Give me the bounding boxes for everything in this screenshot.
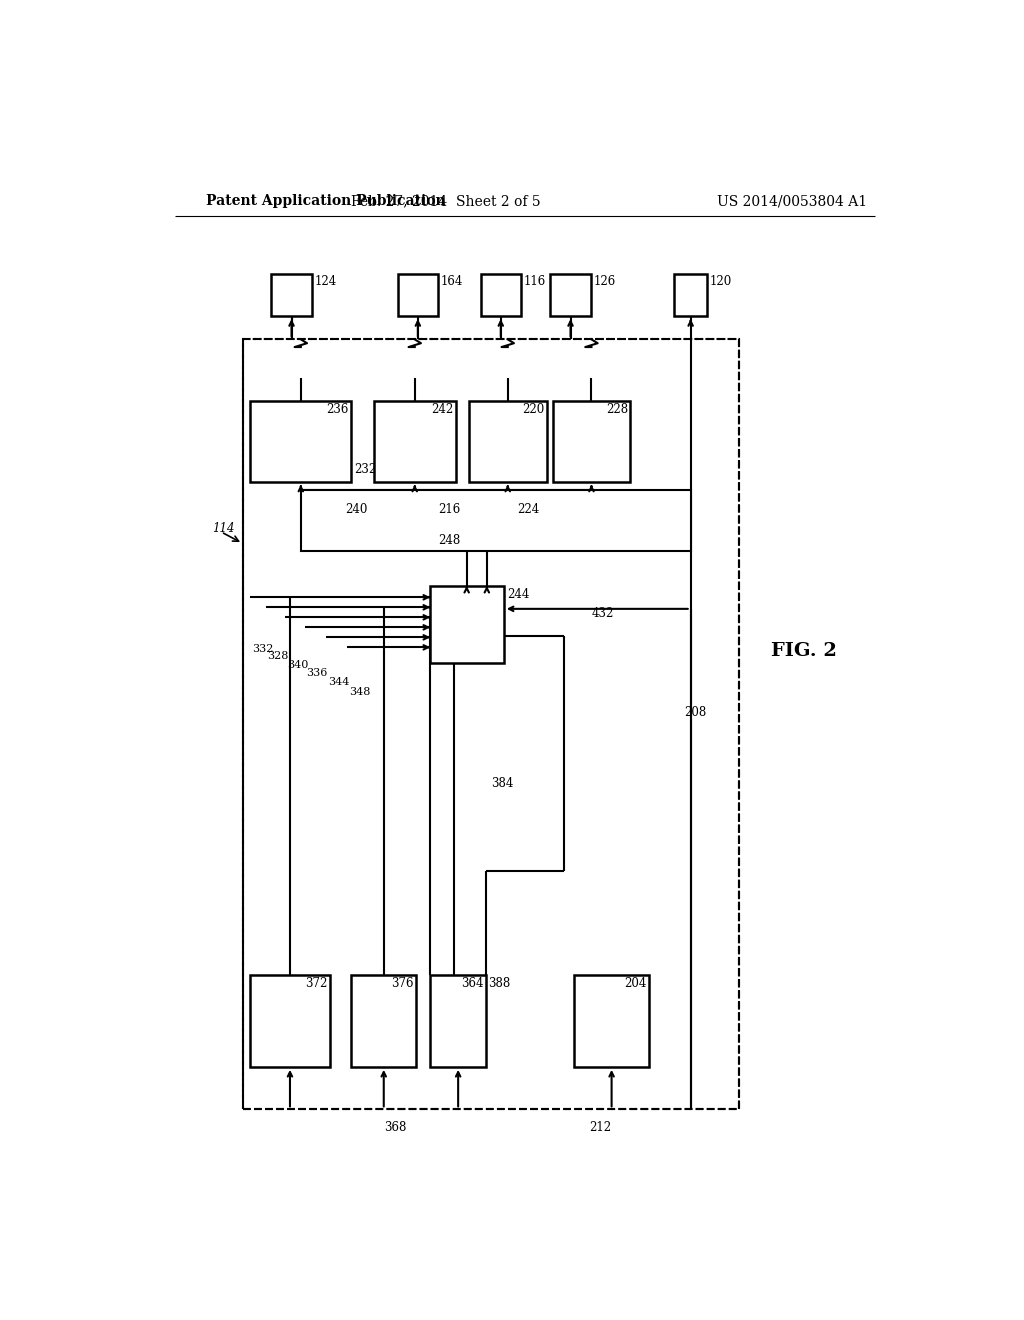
Text: 120: 120 — [710, 276, 732, 289]
Text: 126: 126 — [594, 276, 616, 289]
Text: 248: 248 — [438, 535, 460, 548]
Text: 204: 204 — [624, 977, 646, 990]
Text: 212: 212 — [589, 1121, 611, 1134]
Text: 116: 116 — [524, 276, 546, 289]
Bar — [469, 401, 547, 482]
Text: 124: 124 — [314, 276, 337, 289]
Text: Feb. 27, 2014  Sheet 2 of 5: Feb. 27, 2014 Sheet 2 of 5 — [351, 194, 541, 209]
Bar — [430, 586, 504, 663]
Text: 384: 384 — [490, 776, 513, 789]
Bar — [430, 974, 486, 1067]
Text: 242: 242 — [431, 404, 454, 416]
Text: 340: 340 — [287, 660, 308, 671]
Text: 224: 224 — [517, 503, 540, 516]
Text: 332: 332 — [252, 644, 273, 653]
Bar — [243, 339, 738, 1109]
Bar — [301, 490, 690, 552]
Text: 432: 432 — [592, 607, 613, 620]
Text: 164: 164 — [441, 276, 464, 289]
Bar — [550, 275, 591, 317]
Bar — [271, 275, 311, 317]
Bar — [251, 401, 351, 482]
Text: 228: 228 — [606, 404, 628, 416]
Bar — [397, 275, 438, 317]
Bar — [480, 275, 521, 317]
Text: 388: 388 — [488, 977, 511, 990]
Text: 348: 348 — [349, 686, 371, 697]
Text: 244: 244 — [507, 589, 529, 601]
Bar — [375, 401, 456, 482]
Text: US 2014/0053804 A1: US 2014/0053804 A1 — [717, 194, 867, 209]
Text: 240: 240 — [345, 503, 368, 516]
Text: 220: 220 — [522, 404, 544, 416]
Text: 344: 344 — [328, 677, 349, 688]
Text: 372: 372 — [305, 977, 328, 990]
Text: Patent Application Publication: Patent Application Publication — [206, 194, 445, 209]
Text: 364: 364 — [461, 977, 483, 990]
Bar — [553, 401, 630, 482]
Bar — [351, 974, 417, 1067]
Text: 114: 114 — [212, 521, 234, 535]
Text: FIG. 2: FIG. 2 — [771, 643, 838, 660]
Text: 368: 368 — [384, 1121, 407, 1134]
Text: 236: 236 — [327, 404, 349, 416]
Text: 216: 216 — [438, 503, 460, 516]
Bar — [574, 974, 649, 1067]
Text: 376: 376 — [391, 977, 414, 990]
Text: 232: 232 — [354, 462, 377, 475]
Bar — [675, 275, 707, 317]
Text: 208: 208 — [684, 706, 707, 719]
Bar — [251, 974, 330, 1067]
Text: 328: 328 — [267, 651, 289, 661]
Text: 336: 336 — [306, 668, 328, 678]
